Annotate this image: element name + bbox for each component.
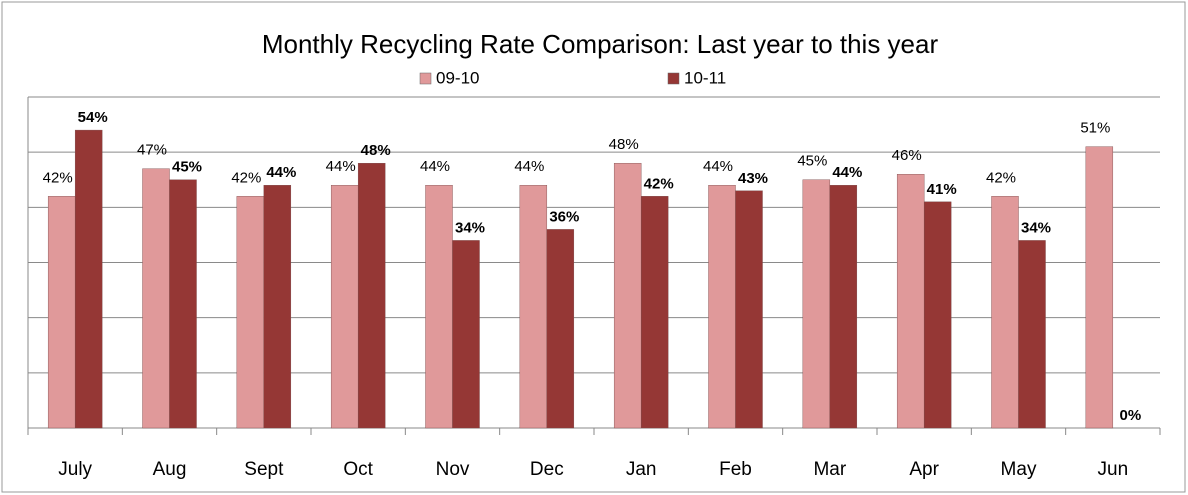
bar (519, 185, 548, 429)
data-label: 46% (892, 147, 922, 164)
x-tick-label: Mar (813, 459, 846, 480)
data-label: 34% (1021, 219, 1051, 236)
x-tick-label: Feb (719, 459, 752, 480)
data-label: 42% (986, 169, 1016, 186)
bar (640, 196, 669, 429)
data-label: 54% (78, 109, 108, 126)
x-tick-label: July (58, 459, 92, 480)
bar (142, 168, 170, 429)
bar (829, 185, 858, 429)
data-label: 44% (420, 158, 450, 175)
data-label: 44% (326, 158, 356, 175)
data-label: 48% (361, 142, 391, 159)
data-label: 42% (231, 169, 261, 186)
data-label: 51% (1080, 120, 1110, 137)
data-label: 44% (514, 158, 544, 175)
bar (236, 196, 265, 429)
data-label: 47% (137, 142, 167, 159)
data-label: 43% (738, 170, 768, 187)
bar (263, 185, 292, 429)
bar (708, 185, 736, 429)
bar (1018, 240, 1046, 429)
x-tick-label: Jun (1098, 459, 1129, 480)
x-tick-label: Apr (909, 459, 939, 480)
legend-swatch (419, 72, 432, 85)
x-tick-label: Nov (436, 459, 470, 480)
bar (546, 229, 575, 429)
bar (735, 190, 763, 429)
bar (1085, 146, 1114, 429)
data-label: 44% (703, 158, 733, 175)
bar (47, 196, 76, 429)
bar (169, 179, 197, 429)
data-label: 44% (266, 164, 296, 181)
x-tick-label: Sept (244, 459, 284, 480)
x-tick-label: Dec (530, 459, 564, 480)
bar (923, 201, 952, 429)
bar (425, 185, 453, 429)
bar (330, 185, 359, 429)
legend-label: 09-10 (436, 68, 479, 87)
data-label: 36% (549, 208, 579, 225)
data-label: 42% (43, 169, 73, 186)
data-label: 0% (1119, 407, 1141, 424)
data-label: 42% (644, 175, 674, 192)
data-label: 41% (927, 181, 957, 198)
bar (452, 240, 480, 429)
bar (802, 179, 831, 429)
x-tick-label: Jan (626, 459, 657, 480)
bar (74, 129, 103, 429)
data-label: 44% (832, 164, 862, 181)
legend-label: 10-11 (684, 68, 726, 87)
bar (991, 196, 1019, 429)
data-label: 34% (455, 219, 485, 236)
x-tick-label: May (1001, 459, 1037, 480)
data-label: 48% (609, 136, 639, 153)
bar (896, 174, 925, 429)
bar (357, 162, 386, 429)
bar (613, 162, 642, 429)
data-label: 45% (797, 153, 827, 170)
chart-title: Monthly Recycling Rate Comparison: Last … (262, 29, 939, 59)
legend-swatch (667, 72, 680, 85)
data-label: 45% (172, 159, 202, 176)
x-tick-label: Oct (343, 459, 373, 480)
x-tick-label: Aug (153, 459, 187, 480)
